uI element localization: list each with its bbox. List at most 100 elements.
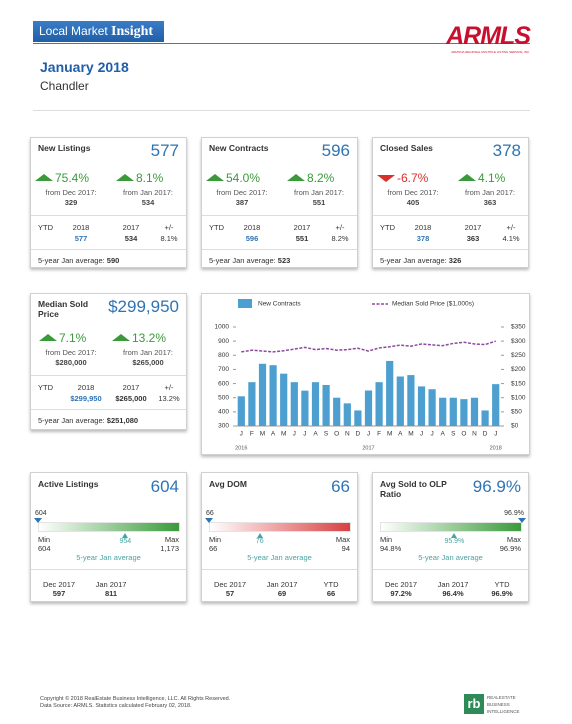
card-title: Median Sold Price: [38, 299, 89, 319]
x-tick-label: M: [387, 431, 392, 438]
card-value: 96.9%: [472, 477, 521, 496]
report-month: January 2018: [40, 59, 129, 75]
gauge-min-label: Min: [380, 535, 393, 544]
avg-value: 326: [448, 256, 462, 265]
change-from: from Dec 2017:: [387, 188, 439, 197]
footer-logo-text: REALESTATE BUSINESS INTELLIGENCE: [487, 694, 520, 715]
footer-logo: rb: [464, 694, 484, 714]
brand-text-bold: Insight: [111, 24, 154, 39]
rule: [33, 110, 530, 111]
x-tick-label: M: [408, 431, 413, 438]
avg-value: $251,080: [106, 416, 139, 425]
ytd-header: +/-: [506, 223, 516, 232]
gauge-marker-label: 66: [206, 510, 214, 517]
ytd-value: 551: [295, 234, 309, 243]
y2-tick-label: $0: [511, 423, 519, 430]
ytd-header: 2017: [122, 223, 140, 232]
ytd-header: +/-: [164, 383, 174, 392]
card-title: Closed Sales: [380, 143, 433, 153]
change: 13.2%: [108, 331, 188, 347]
stat-card: New Listings 577 75.4% from Dec 2017: 329 8.1…: [30, 137, 187, 268]
bar: [407, 375, 415, 426]
change-base: $265,000: [132, 358, 164, 367]
avg-value: 590: [106, 256, 120, 265]
change-base: 534: [141, 198, 155, 207]
history-value: 96.4%: [442, 589, 464, 598]
x-tick-label: O: [461, 431, 466, 438]
x-tick-label: F: [377, 431, 381, 438]
gauge-min: 604: [38, 544, 51, 553]
arrow-up: [287, 174, 305, 181]
change-base: 387: [235, 198, 249, 207]
divider: [202, 215, 357, 216]
bar: [322, 384, 330, 426]
ytd-header: +/-: [164, 223, 174, 232]
x-tick-label: D: [483, 431, 488, 438]
ytd-value: 596: [245, 234, 259, 243]
ytd-label: YTD: [38, 223, 53, 232]
chart: 300 400 500 600 700 800 900 1000 $0 $50 $100 $150 $2…: [215, 299, 526, 451]
gauge-max-label: Max: [506, 535, 521, 544]
history-value: 57: [225, 589, 235, 598]
arrow-down: [377, 175, 395, 182]
x-tick-label: J: [240, 431, 243, 438]
avg-label: 5-year Jan average:: [38, 256, 107, 265]
divider: [373, 569, 528, 570]
bar: [396, 376, 404, 426]
footer-source: Data Source: ARMLS. Statistics calculate…: [40, 703, 192, 709]
change-from: from Jan 2017:: [293, 188, 345, 197]
year-label: 2018: [490, 445, 502, 451]
x-tick-label: J: [367, 431, 370, 438]
x-tick-label: M: [281, 431, 286, 438]
change: 8.1%: [108, 171, 188, 187]
footer-logo-line: BUSINESS: [487, 702, 510, 707]
y-tick-label: 600: [218, 380, 229, 387]
change-base: 405: [406, 198, 420, 207]
y-tick-label: 400: [218, 409, 229, 416]
gauge-avg: 954: [119, 538, 132, 545]
change-base: 363: [483, 198, 497, 207]
bar: [290, 382, 298, 426]
divider: [202, 249, 357, 250]
brand-text: Local Market: [39, 24, 108, 38]
y2-tick-label: $350: [511, 324, 526, 331]
avg-label: 5-year Jan average:: [380, 256, 449, 265]
y2-tick-label: $100: [511, 394, 526, 401]
divider: [373, 215, 528, 216]
history-label: Jan 2017: [95, 580, 127, 589]
card-title: Active Listings: [38, 479, 99, 489]
gauge-avg-marker: [122, 533, 129, 538]
change-pct: -6.7%: [397, 171, 429, 185]
y-tick-label: 1000: [215, 324, 230, 331]
history-label: Dec 2017: [213, 580, 247, 589]
gauge-avg: 76: [255, 538, 264, 545]
gauge-bar: [380, 522, 522, 532]
card-title: Avg DOM: [209, 479, 247, 489]
gauge-max: 1,173: [160, 544, 179, 553]
ytd-value: 363: [466, 234, 480, 243]
history-label: YTD: [494, 580, 510, 589]
gauge-marker-label: 604: [35, 510, 47, 517]
change-pct: 7.1%: [59, 331, 87, 345]
x-tick-label: S: [451, 431, 456, 438]
history-value: 66: [326, 589, 336, 598]
ytd-header: 2017: [293, 223, 311, 232]
y-tick-label: 700: [218, 366, 229, 373]
card-value: 604: [150, 477, 179, 496]
card-value: 66: [331, 477, 350, 496]
year-label: 2016: [235, 445, 247, 451]
gauge-avg-marker: [451, 533, 458, 538]
y-tick-label: 800: [218, 352, 229, 359]
gauge-avg-marker: [256, 533, 263, 538]
report-area: Chandler: [40, 79, 89, 93]
avg-value: 523: [277, 256, 291, 265]
x-tick-label: A: [441, 431, 446, 438]
ytd-value: $265,000: [115, 394, 147, 403]
change: -6.7%: [373, 171, 453, 187]
stat-card: Median Sold Price $299,950 7.1% from Dec 20…: [30, 293, 187, 430]
chart-card: 300 400 500 600 700 800 900 1000 $0 $50 $100 $150 $2…: [201, 293, 530, 455]
ytd-value: 534: [124, 234, 138, 243]
x-tick-label: J: [494, 431, 497, 438]
gauge-card: Avg DOM 66 66 Min 66 Max 94 76 5-year Jan averag…: [201, 472, 358, 602]
ytd-value: 378: [416, 234, 430, 243]
